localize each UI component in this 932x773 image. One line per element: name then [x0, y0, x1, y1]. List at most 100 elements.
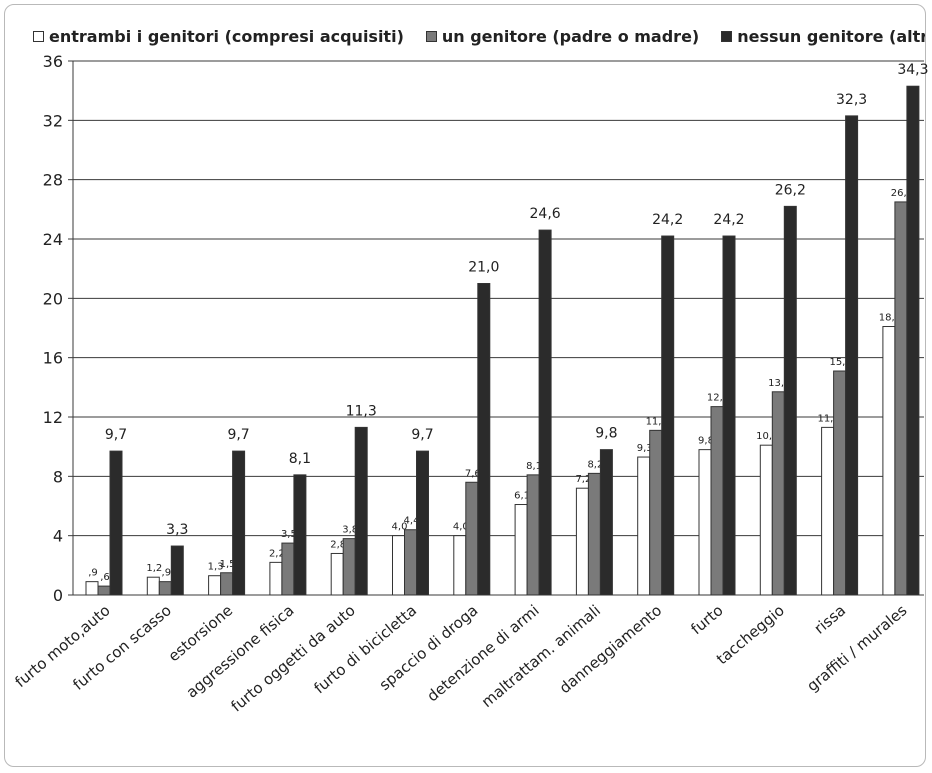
bar-aggressione-fisica-series-3 [293, 474, 307, 596]
y-tick-label-4: 4 [53, 527, 63, 546]
y-tick-label-28: 28 [43, 171, 63, 190]
bar-furto-con-scasso-series-2 [158, 581, 172, 596]
bar-maltrattam-animali-series-3 [599, 449, 613, 596]
data-label-furto-oggetti-da-auto-series-2: 3,8 [342, 525, 358, 536]
data-label-taccheggio-series-3: 26,2 [775, 182, 806, 198]
data-label-estorsione-series-2: 1,5 [220, 559, 236, 570]
bar-furto-con-scasso-series-3 [170, 545, 184, 596]
data-label-estorsione-series-1: 1,3 [208, 562, 224, 573]
data-label-furto-di-bicicletta-series-3: 9,7 [411, 427, 433, 443]
chart-frame: entrambi i genitori (compresi acquisiti)… [4, 4, 926, 767]
bar-furto-oggetti-da-auto-series-2 [342, 538, 356, 596]
data-label-maltrattam-animali-series-1: 7,2 [575, 474, 591, 485]
bar-furto-series-3 [722, 235, 736, 596]
data-label-furto-con-scasso-series-1: 1,2 [146, 563, 162, 574]
data-label-danneggiamento-series-2: 11,1 [646, 416, 668, 427]
legend-label-entrambi: entrambi i genitori (compresi acquisiti) [49, 26, 404, 46]
bar-estorsione-series-1 [208, 575, 222, 596]
bar-taccheggio-series-1 [759, 444, 773, 596]
data-label-furto-di-bicicletta-series-1: 4,0 [392, 522, 408, 533]
legend-label-un-genitore: un genitore (padre o madre) [441, 26, 700, 46]
y-tick-label-32: 32 [43, 111, 63, 130]
x-tick-label-aggressione-fisica: aggressione fisica [183, 601, 298, 701]
bar-furto-moto-auto-series-1 [85, 581, 99, 596]
x-tick-label-maltrattam-animali: maltrattam. animali [478, 601, 604, 711]
data-label-furto-con-scasso-series-3: 3,3 [166, 522, 188, 538]
bar-furto-di-bicicletta-series-1 [392, 535, 405, 596]
bar-taccheggio-series-3 [783, 205, 797, 596]
x-tick-label-taccheggio: taccheggio [713, 601, 788, 668]
bar-furto-di-bicicletta-series-2 [404, 529, 417, 596]
bar-taccheggio-series-2 [771, 391, 785, 596]
legend-entry-nessun-genitore: nessun genitore (altri) [721, 26, 926, 46]
bar-danneggiamento-series-3 [661, 235, 675, 596]
data-label-graffiti-murales-series-1: 18,1 [879, 313, 901, 324]
bar-detenzione-di-armi-series-3 [538, 229, 552, 596]
bar-graffiti-murales-series-2 [894, 201, 908, 596]
bar-furto-moto-auto-series-3 [109, 450, 123, 596]
chart-legend: entrambi i genitori (compresi acquisiti)… [33, 23, 926, 49]
bar-graffiti-murales-series-1 [882, 326, 896, 596]
data-label-spaccio-di-droga-series-1: 4,0 [453, 522, 469, 533]
y-tick-label-12: 12 [43, 408, 63, 427]
bar-detenzione-di-armi-series-2 [526, 474, 540, 596]
data-label-detenzione-di-armi-series-2: 8,1 [526, 461, 542, 472]
y-tick-label-24: 24 [43, 230, 63, 249]
bar-aggressione-fisica-series-2 [281, 542, 295, 596]
legend-label-nessun-genitore: nessun genitore (altri) [737, 26, 926, 46]
data-label-spaccio-di-droga-series-2: 7,6 [465, 468, 481, 479]
data-label-graffiti-murales-series-2: 26,5 [891, 188, 913, 199]
y-tick-label-8: 8 [53, 467, 63, 486]
bar-furto-oggetti-da-auto-series-3 [354, 426, 368, 596]
data-label-rissa-series-2: 15,1 [829, 357, 851, 368]
bar-furto-di-bicicletta-series-3 [416, 450, 429, 596]
data-label-furto-di-bicicletta-series-2: 4,4 [404, 516, 420, 527]
data-label-taccheggio-series-1: 10,1 [756, 431, 778, 442]
x-tick-label-furto: furto [687, 601, 726, 638]
bar-furto-series-1 [698, 449, 712, 596]
data-label-danneggiamento-series-3: 24,2 [652, 212, 683, 228]
bar-rissa-series-2 [833, 370, 847, 596]
data-label-furto-series-3: 24,2 [713, 212, 744, 228]
bar-maltrattam-animali-series-2 [587, 472, 601, 596]
x-tick-label-rissa: rissa [811, 601, 850, 637]
y-tick-label-0: 0 [53, 586, 63, 605]
data-label-taccheggio-series-2: 13,7 [768, 378, 790, 389]
data-label-aggressione-fisica-series-1: 2,2 [269, 548, 285, 559]
legend-swatch-un-genitore [425, 30, 437, 42]
x-tick-label-detenzione-di-armi: detenzione di armi [424, 601, 543, 705]
data-label-rissa-series-1: 11,3 [817, 413, 839, 424]
legend-entry-entrambi: entrambi i genitori (compresi acquisiti) [33, 27, 404, 46]
bar-danneggiamento-series-1 [637, 456, 651, 596]
data-label-spaccio-di-droga-series-3: 21,0 [468, 260, 499, 276]
bar-spaccio-di-droga-series-3 [477, 283, 491, 596]
y-tick-label-16: 16 [43, 349, 63, 368]
bar-danneggiamento-series-2 [649, 429, 663, 596]
data-label-furto-oggetti-da-auto-series-1: 2,8 [330, 539, 346, 550]
data-label-detenzione-di-armi-series-1: 6,1 [514, 491, 530, 502]
bar-estorsione-series-2 [220, 572, 234, 596]
bar-rissa-series-1 [821, 426, 835, 596]
y-tick-label-36: 36 [43, 52, 63, 71]
legend-swatch-nessun-genitore [721, 30, 733, 42]
data-label-danneggiamento-series-1: 9,3 [637, 443, 653, 454]
data-label-furto-series-2: 12,7 [707, 393, 729, 404]
bar-furto-oggetti-da-auto-series-1 [330, 552, 344, 596]
data-label-furto-oggetti-da-auto-series-3: 11,3 [346, 403, 377, 419]
bar-estorsione-series-3 [232, 450, 246, 596]
bar-aggressione-fisica-series-1 [269, 561, 283, 596]
data-label-estorsione-series-3: 9,7 [227, 427, 249, 443]
bar-detenzione-di-armi-series-1 [514, 504, 528, 596]
y-tick-label-20: 20 [43, 289, 63, 308]
bar-furto-con-scasso-series-1 [146, 576, 160, 596]
bar-spaccio-di-droga-series-2 [465, 481, 479, 596]
bar-graffiti-murales-series-3 [906, 85, 920, 596]
data-label-furto-con-scasso-series-2: ,9 [162, 568, 172, 579]
data-label-aggressione-fisica-series-2: 3,5 [281, 529, 297, 540]
bar-furto-moto-auto-series-2 [97, 585, 111, 596]
data-label-maltrattam-animali-series-2: 8,2 [587, 459, 603, 470]
data-label-furto-moto-auto-series-3: 9,7 [105, 427, 127, 443]
legend-entry-un-genitore: un genitore (padre o madre) [425, 26, 700, 46]
bar-furto-series-2 [710, 406, 724, 596]
